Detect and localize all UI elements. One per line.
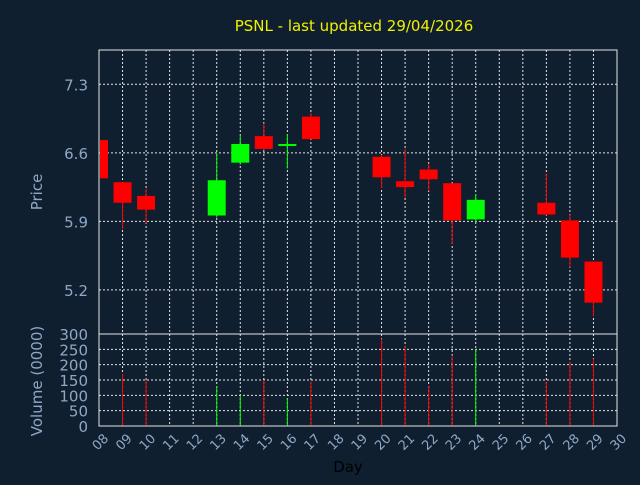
candle-body <box>419 169 438 180</box>
candle-body <box>231 144 250 163</box>
volume-tick-label: 250 <box>59 341 88 359</box>
chart-title: PSNL - last updated 29/04/2026 <box>235 17 474 35</box>
candle-body <box>207 180 226 216</box>
candle-body <box>443 183 462 221</box>
candle-body <box>137 195 156 210</box>
price-tick-label: 5.2 <box>64 282 88 300</box>
candle-body <box>466 199 485 220</box>
volume-tick-label: 50 <box>69 403 88 421</box>
candle-body <box>301 116 320 140</box>
price-tick-label: 7.3 <box>64 76 88 94</box>
candle-body <box>560 220 579 258</box>
candle-body <box>537 202 556 215</box>
volume-tick-label: 0 <box>78 418 88 436</box>
volume-panel-frame <box>98 333 618 427</box>
candle-body <box>113 182 132 203</box>
volume-tick-label: 200 <box>59 357 88 375</box>
volume-axis-label: Volume (0000) <box>28 326 46 436</box>
candle-body <box>100 140 108 179</box>
price-tick-label: 5.9 <box>64 213 88 231</box>
price-marks <box>98 112 603 317</box>
volume-marks <box>122 338 594 426</box>
volume-tick-label: 150 <box>59 372 88 390</box>
candle-body <box>372 156 391 178</box>
candle-body <box>254 136 273 149</box>
candle-body <box>278 144 297 147</box>
volume-tick-label: 300 <box>59 326 88 344</box>
price-tick-label: 6.6 <box>64 145 88 163</box>
price-axis-label: Price <box>28 174 46 211</box>
candle-body <box>396 181 415 188</box>
volume-tick-label: 100 <box>59 387 88 405</box>
axis-labels: 08 09 10 11 12 13 14 15 16 17 18 19 20 21 22 23 24 25 26 27… <box>59 76 630 453</box>
x-axis-label: Day <box>333 458 363 476</box>
candle-body <box>584 261 603 303</box>
